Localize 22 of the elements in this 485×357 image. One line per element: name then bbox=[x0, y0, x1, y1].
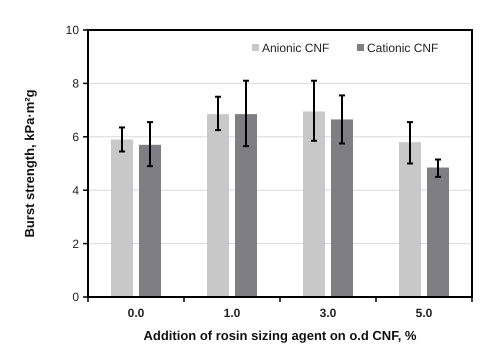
x-axis-title: Addition of rosin sizing agent on o.d CNF, % bbox=[144, 328, 417, 343]
y-axis-title: Burst strength, kPa·m²g bbox=[22, 89, 37, 238]
y-tick-label: 10 bbox=[66, 23, 80, 38]
legend-label: Anionic CNF bbox=[262, 41, 330, 56]
y-tick-label: 6 bbox=[72, 130, 80, 144]
y-tick-label: 0 bbox=[72, 290, 80, 304]
bar bbox=[235, 114, 257, 297]
x-tick-label: 3.0 bbox=[320, 306, 337, 320]
x-tick-label: 0.0 bbox=[128, 306, 145, 320]
bar bbox=[303, 111, 325, 297]
y-tick-label: 2 bbox=[72, 236, 80, 251]
bar bbox=[399, 142, 421, 297]
y-tick-label: 8 bbox=[72, 76, 80, 91]
legend-label: Cationic CNF bbox=[367, 41, 438, 56]
bar bbox=[111, 139, 133, 297]
x-tick-label: 1.0 bbox=[224, 306, 241, 320]
y-tick-label: 4 bbox=[72, 183, 80, 198]
bar bbox=[207, 114, 229, 297]
bar bbox=[139, 144, 161, 297]
bar bbox=[331, 119, 353, 297]
x-tick-label: 5.0 bbox=[416, 306, 433, 320]
bar bbox=[427, 168, 449, 297]
